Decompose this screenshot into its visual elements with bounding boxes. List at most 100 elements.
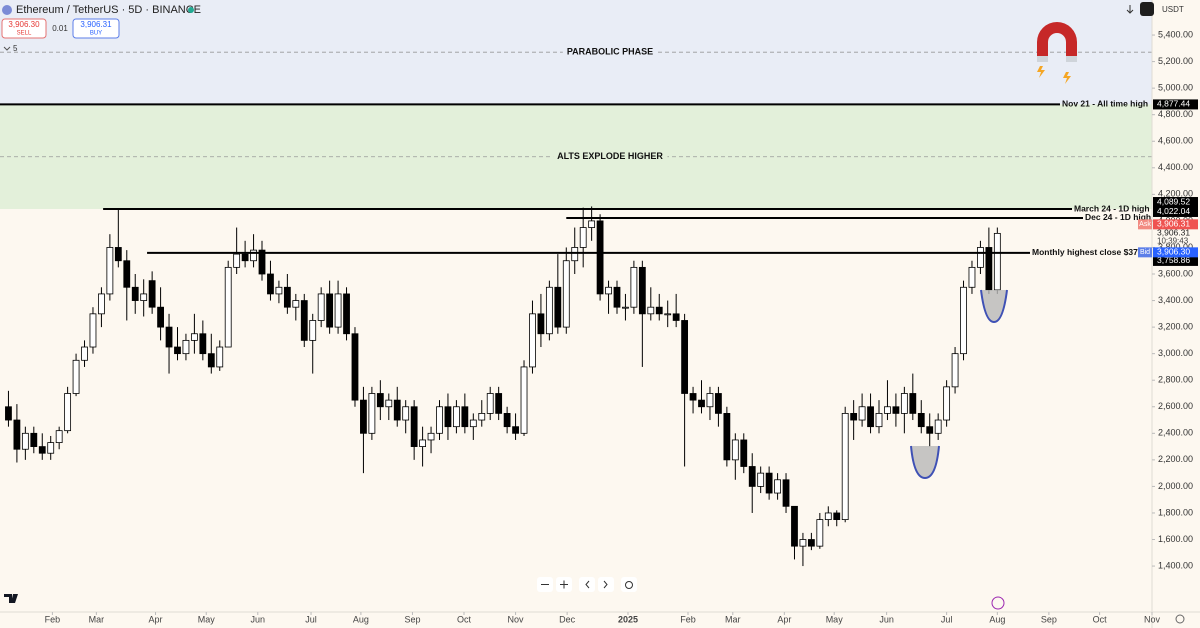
level-price: 3,758.86 <box>1157 255 1190 265</box>
download-icon[interactable] <box>1126 5 1134 14</box>
spark <box>1063 72 1071 84</box>
candle-body <box>250 249 257 262</box>
settings-icon[interactable] <box>1175 614 1185 624</box>
candle-body <box>748 466 756 487</box>
indicator-count: 5 <box>13 44 18 53</box>
candle-body <box>165 326 173 348</box>
candle-body <box>917 412 925 428</box>
cup-outline <box>910 445 940 480</box>
candle-body <box>469 419 477 428</box>
event-icon[interactable] <box>991 596 1005 610</box>
candle-body <box>875 412 883 428</box>
zone-label-bg <box>553 150 668 163</box>
sell-price: 3,906.30 <box>8 20 40 29</box>
x-tick-label: Nov <box>1144 614 1161 624</box>
candle-body <box>241 253 249 262</box>
bid-price: 3,906.30 <box>1157 247 1190 257</box>
candle-body <box>461 406 469 428</box>
candle-body <box>216 346 224 368</box>
ask-box <box>1153 219 1198 230</box>
candle-body <box>72 359 80 394</box>
level-note: Monthly highest close $37 <box>1032 247 1138 257</box>
candle-body <box>283 286 291 308</box>
candle-body <box>393 399 401 421</box>
candle-body <box>537 313 545 335</box>
candle-body <box>977 247 984 268</box>
candle-body <box>89 313 97 348</box>
candle-body <box>385 399 393 408</box>
candle-body <box>740 439 748 467</box>
x-tick-label: Apr <box>777 614 791 624</box>
candle-body <box>562 260 570 328</box>
y-tick-label: 4,800.00 <box>1158 109 1193 119</box>
icon <box>603 580 608 589</box>
candle-body <box>529 313 536 368</box>
candle-body <box>824 512 832 521</box>
cup-fill <box>911 446 939 478</box>
candle-body <box>520 366 528 434</box>
scroll-left[interactable] <box>579 577 595 592</box>
candle-body <box>791 505 798 547</box>
candle-body <box>672 313 680 321</box>
candle-body <box>900 393 908 414</box>
candle-body <box>512 426 519 434</box>
toolbar <box>537 577 637 592</box>
candle-body <box>376 393 384 408</box>
candle-body <box>233 253 241 268</box>
x-tick-label: Jun <box>879 614 894 624</box>
reset[interactable] <box>621 577 637 592</box>
candle-body <box>368 393 376 434</box>
candle-body <box>326 293 334 328</box>
x-tick-label: May <box>826 614 844 624</box>
buy-button[interactable] <box>72 18 120 39</box>
level-note: Dec 24 - 1D high <box>1085 212 1151 222</box>
candle-body <box>275 286 283 295</box>
y-tick-label: 3,000.00 <box>1158 348 1193 358</box>
candle-body <box>647 306 655 315</box>
candle-body <box>258 249 266 275</box>
candle-body <box>706 393 714 408</box>
magnet-icon <box>1037 22 1077 84</box>
x-tick-label: May <box>198 614 216 624</box>
sell-button[interactable] <box>1 18 47 39</box>
candle-body <box>157 306 164 328</box>
x-tick-label: Feb <box>680 614 696 624</box>
candle-body <box>554 286 562 328</box>
spark <box>1037 66 1045 78</box>
candle-body <box>114 247 122 262</box>
fullscreen-button[interactable] <box>1140 2 1154 16</box>
scroll-right[interactable] <box>598 577 614 592</box>
x-tick-label: Jul <box>305 614 317 624</box>
candle-body <box>816 519 824 547</box>
x-tick-label: Mar <box>725 614 741 624</box>
candle-body <box>926 426 934 434</box>
header: Ethereum / TetherUS · 5D · BINANCE 3,906… <box>1 2 1184 53</box>
candle-body <box>224 266 232 348</box>
candle-body <box>410 406 418 447</box>
candle-body <box>622 306 629 309</box>
last-price: 3,906.31 <box>1157 228 1190 238</box>
candle-body <box>782 479 790 507</box>
x-tick-label: Sep <box>1041 614 1057 624</box>
collapse-icon[interactable] <box>3 46 11 51</box>
candle-body <box>444 406 452 428</box>
candle-body <box>106 247 114 295</box>
candle-body <box>317 293 325 321</box>
candle-body <box>731 439 739 461</box>
candle-body <box>174 346 181 355</box>
x-tick-label: Nov <box>508 614 525 624</box>
candle-body <box>985 247 993 291</box>
level-price-box <box>1153 197 1198 208</box>
candle-body <box>402 406 410 421</box>
candle-body <box>182 339 190 355</box>
candle-body <box>55 430 63 444</box>
candle-body <box>148 280 156 308</box>
level-note: Nov 21 - All time high <box>1062 99 1148 109</box>
magnet-tip <box>1066 56 1077 62</box>
candle-body <box>833 512 841 521</box>
y-tick-label: 5,200.00 <box>1158 56 1193 66</box>
y-tick-label: 3,400.00 <box>1158 295 1193 305</box>
cup-outline <box>980 289 1008 324</box>
candle-body <box>21 432 29 450</box>
